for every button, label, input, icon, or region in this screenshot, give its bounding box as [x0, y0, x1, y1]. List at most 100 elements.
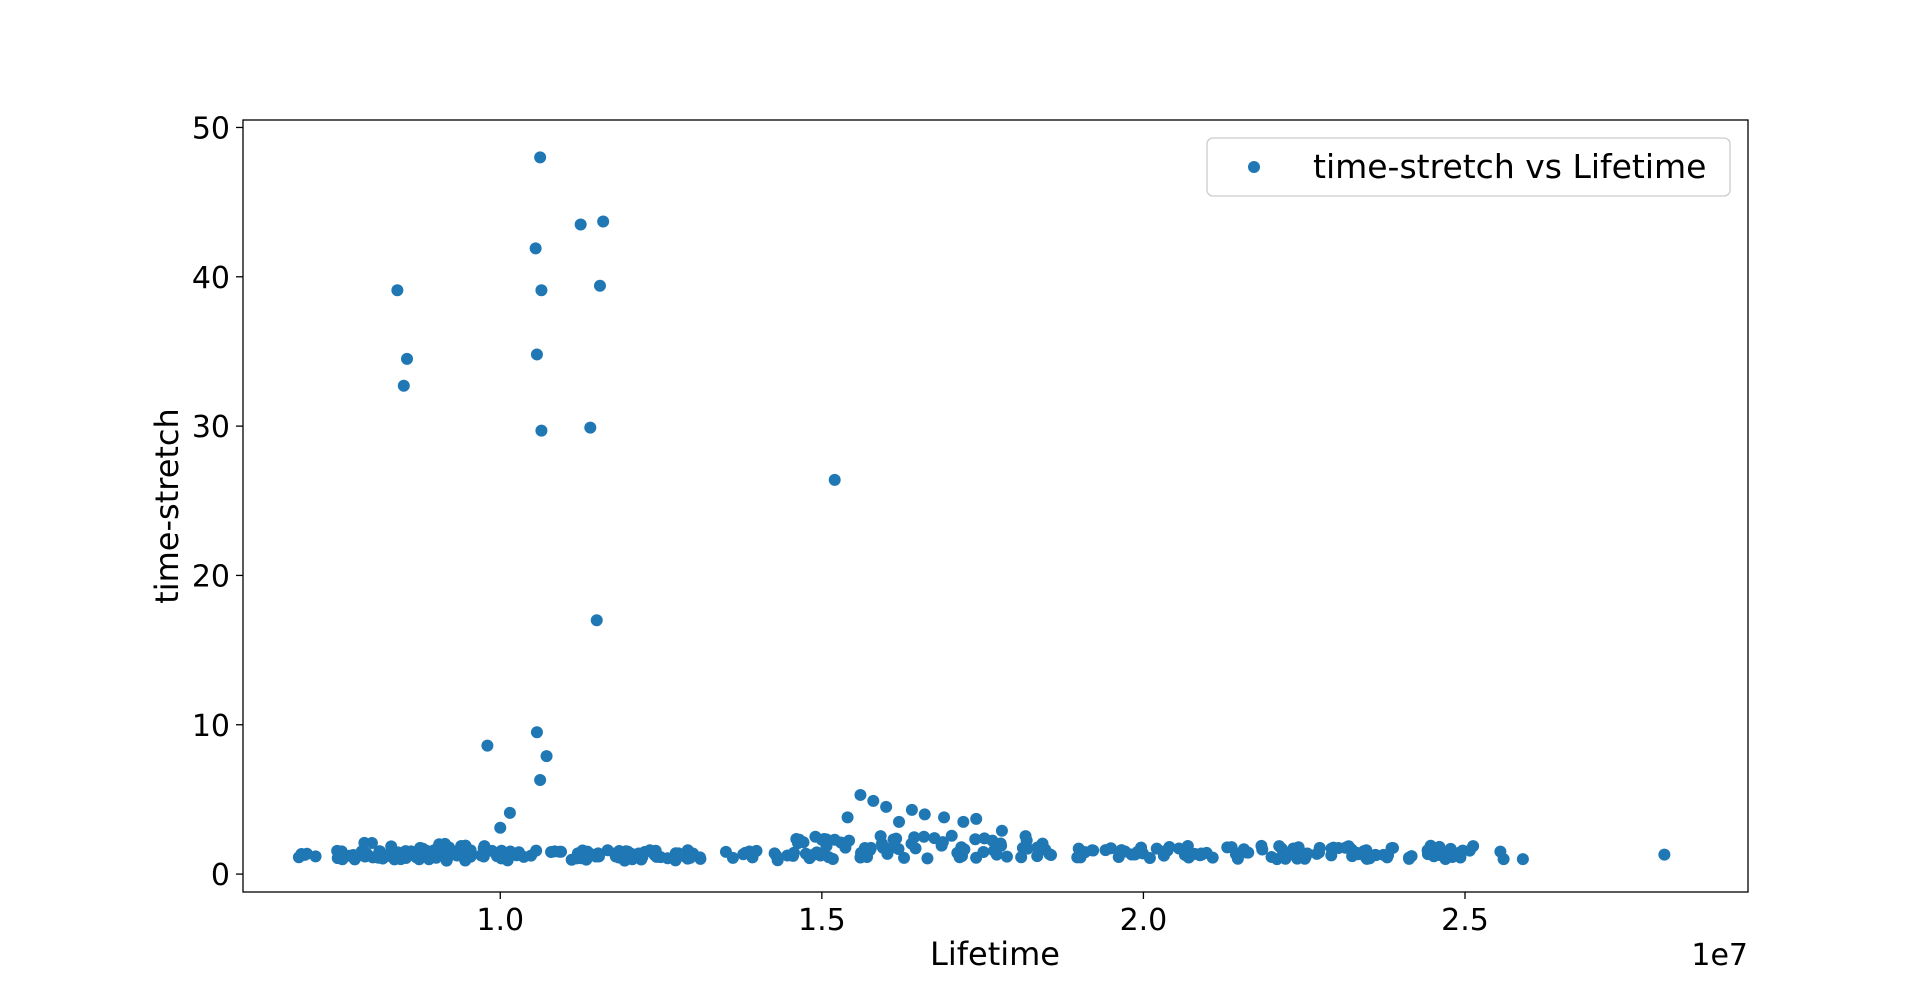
data-point: [619, 845, 632, 858]
data-point: [534, 774, 547, 787]
data-point: [1438, 849, 1451, 862]
data-point: [649, 844, 662, 857]
data-point: [442, 841, 455, 854]
data-point: [867, 794, 880, 807]
data-point: [958, 843, 971, 856]
x-axis-ticks: 1.0 1.5 2.0 2.5: [476, 892, 1489, 938]
data-point: [634, 848, 647, 861]
data-point: [726, 851, 739, 864]
data-point: [969, 833, 982, 846]
y-tick-label: 50: [192, 111, 230, 146]
y-tick-label: 0: [211, 858, 230, 893]
data-point: [771, 854, 784, 867]
data-point: [750, 844, 763, 857]
data-point: [503, 806, 516, 819]
y-tick-label: 10: [192, 709, 230, 744]
data-point: [1255, 839, 1268, 852]
data-point: [684, 851, 697, 864]
data-point: [1099, 844, 1112, 857]
data-point: [1463, 844, 1476, 857]
data-point: [799, 847, 812, 860]
data-point: [892, 842, 905, 855]
data-point: [1325, 849, 1338, 862]
legend: time-stretch vs Lifetime: [1206, 137, 1731, 197]
data-point: [593, 279, 606, 292]
data-point: [898, 851, 911, 864]
data-point: [854, 851, 867, 864]
data-point: [1273, 840, 1286, 853]
data-point: [978, 832, 991, 845]
data-point: [815, 833, 828, 846]
x-axis-offset-label: 1e7: [1691, 938, 1748, 973]
data-point: [478, 840, 491, 853]
data-point: [574, 218, 587, 231]
data-point: [921, 852, 934, 865]
data-point: [391, 284, 404, 297]
data-point: [1031, 841, 1044, 854]
legend-box: [1206, 137, 1731, 197]
data-point: [739, 846, 752, 859]
data-point: [828, 833, 841, 846]
data-point: [1310, 847, 1323, 860]
data-point: [540, 750, 553, 763]
data-point: [1382, 849, 1395, 862]
data-point: [1403, 851, 1415, 864]
data-point: [1045, 849, 1058, 862]
y-tick-label: 40: [192, 261, 230, 296]
data-point: [548, 845, 561, 858]
data-point: [787, 846, 800, 859]
scatter-points: [292, 151, 1671, 867]
data-point: [938, 811, 951, 824]
y-axis-label: time-stretch: [148, 408, 186, 604]
data-point: [936, 836, 949, 849]
data-point: [590, 614, 603, 627]
data-point: [957, 815, 970, 828]
data-point: [843, 834, 856, 847]
data-point: [584, 421, 597, 434]
data-point: [1143, 852, 1156, 865]
data-point: [1497, 853, 1510, 866]
data-point: [1286, 847, 1299, 860]
data-point: [365, 837, 378, 850]
data-point: [1074, 851, 1087, 864]
data-point: [494, 850, 507, 863]
data-point: [401, 352, 414, 365]
data-point: [503, 850, 516, 863]
data-point: [420, 844, 433, 857]
data-point: [995, 824, 1008, 837]
data-point: [858, 841, 871, 854]
data-point: [481, 739, 494, 752]
data-point: [597, 215, 610, 228]
data-point: [918, 808, 931, 821]
data-point: [535, 284, 548, 297]
legend-label: time-stretch vs Lifetime: [1313, 147, 1706, 186]
data-point: [854, 788, 867, 801]
data-point: [1087, 844, 1100, 857]
data-point: [1131, 846, 1144, 859]
data-point: [530, 348, 543, 361]
data-point: [1015, 851, 1028, 864]
data-point: [456, 843, 469, 856]
x-tick-label: 2.0: [1120, 903, 1168, 938]
data-point: [1195, 847, 1208, 860]
data-point: [793, 833, 806, 846]
x-tick-label: 1.5: [798, 903, 846, 938]
data-point: [1339, 841, 1352, 854]
data-point: [995, 839, 1008, 852]
data-point: [359, 850, 372, 863]
data-point: [1301, 847, 1314, 860]
data-point: [905, 803, 918, 816]
data-point: [1421, 848, 1434, 861]
data-point: [1031, 850, 1044, 863]
data-point: [565, 853, 578, 866]
x-axis-label: Lifetime: [930, 935, 1060, 973]
data-point: [394, 853, 407, 866]
data-point: [970, 812, 983, 825]
data-point: [1658, 848, 1671, 861]
data-point: [535, 424, 548, 437]
data-point: [905, 837, 918, 850]
data-point: [530, 726, 543, 739]
y-tick-label: 30: [192, 410, 230, 445]
data-point: [517, 850, 530, 863]
data-point: [672, 847, 685, 860]
